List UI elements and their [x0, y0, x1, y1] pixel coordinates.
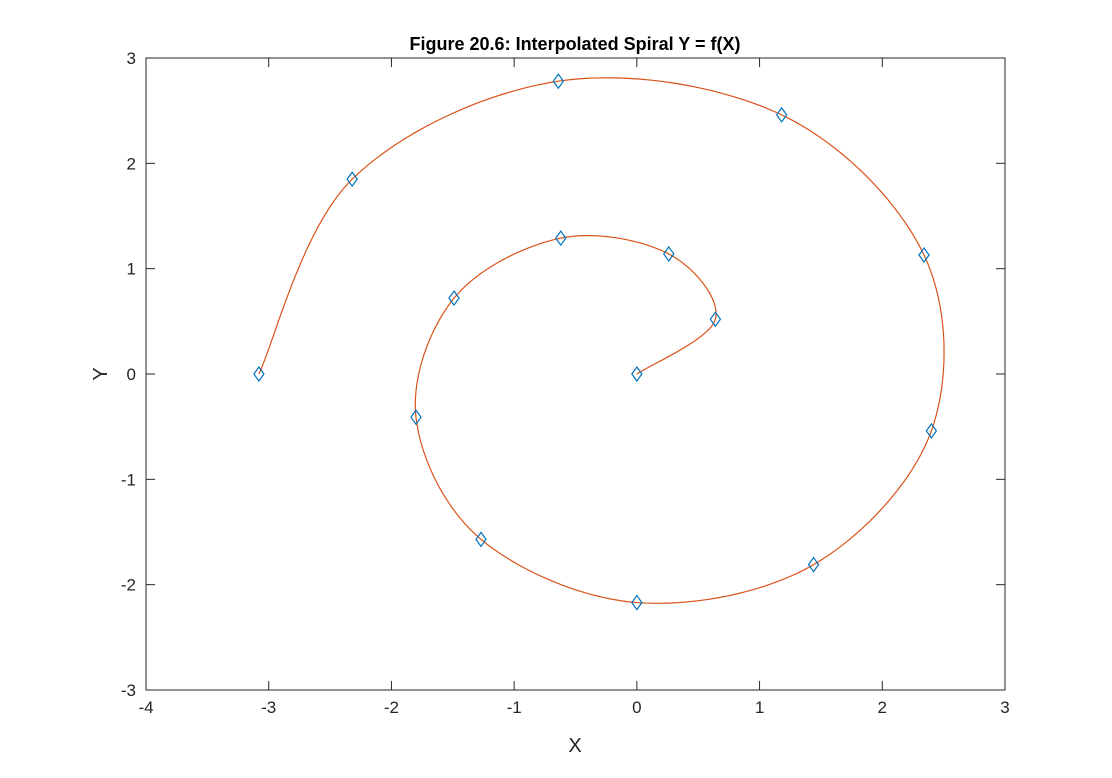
y-tick-label: 2 [127, 154, 136, 173]
x-tick-label: -1 [507, 698, 522, 717]
y-tick-label: 3 [127, 49, 136, 68]
data-point-marker [448, 290, 460, 307]
plot-area [146, 58, 1005, 690]
data-point-marker [410, 409, 422, 426]
data-point-marker [554, 230, 567, 247]
data-point-marker [918, 246, 930, 263]
data-point-marker [631, 594, 643, 611]
chart-title: Figure 20.6: Interpolated Spiral Y = f(X… [410, 34, 741, 54]
data-point-marker [631, 365, 643, 383]
interpolated-curve [258, 77, 945, 604]
x-tick-label: -3 [261, 698, 276, 717]
y-tick-label: 0 [127, 365, 136, 384]
x-tick-label: 3 [1000, 698, 1009, 717]
y-tick-label: 1 [127, 260, 136, 279]
data-point-marker [552, 73, 565, 90]
x-tick-label: -4 [138, 698, 153, 717]
x-tick-label: 0 [632, 698, 641, 717]
y-tick-label: -1 [121, 470, 136, 489]
data-point-marker [662, 245, 675, 262]
data-point-marker [709, 311, 722, 328]
data-point-marker [807, 556, 820, 573]
data-point-marker [925, 422, 938, 439]
x-tick-label: 2 [878, 698, 887, 717]
y-tick-label: -3 [121, 681, 136, 700]
x-axis-title: X [568, 735, 581, 757]
x-tick-label: -2 [384, 698, 399, 717]
data-point-marker [253, 365, 265, 383]
data-point-marker [475, 531, 487, 548]
x-tick-label: 1 [755, 698, 764, 717]
data-layer [253, 73, 945, 611]
data-point-marker [346, 171, 358, 188]
data-point-marker [775, 106, 788, 123]
y-axis-title: Y [90, 367, 112, 380]
y-tick-label: -2 [121, 576, 136, 595]
